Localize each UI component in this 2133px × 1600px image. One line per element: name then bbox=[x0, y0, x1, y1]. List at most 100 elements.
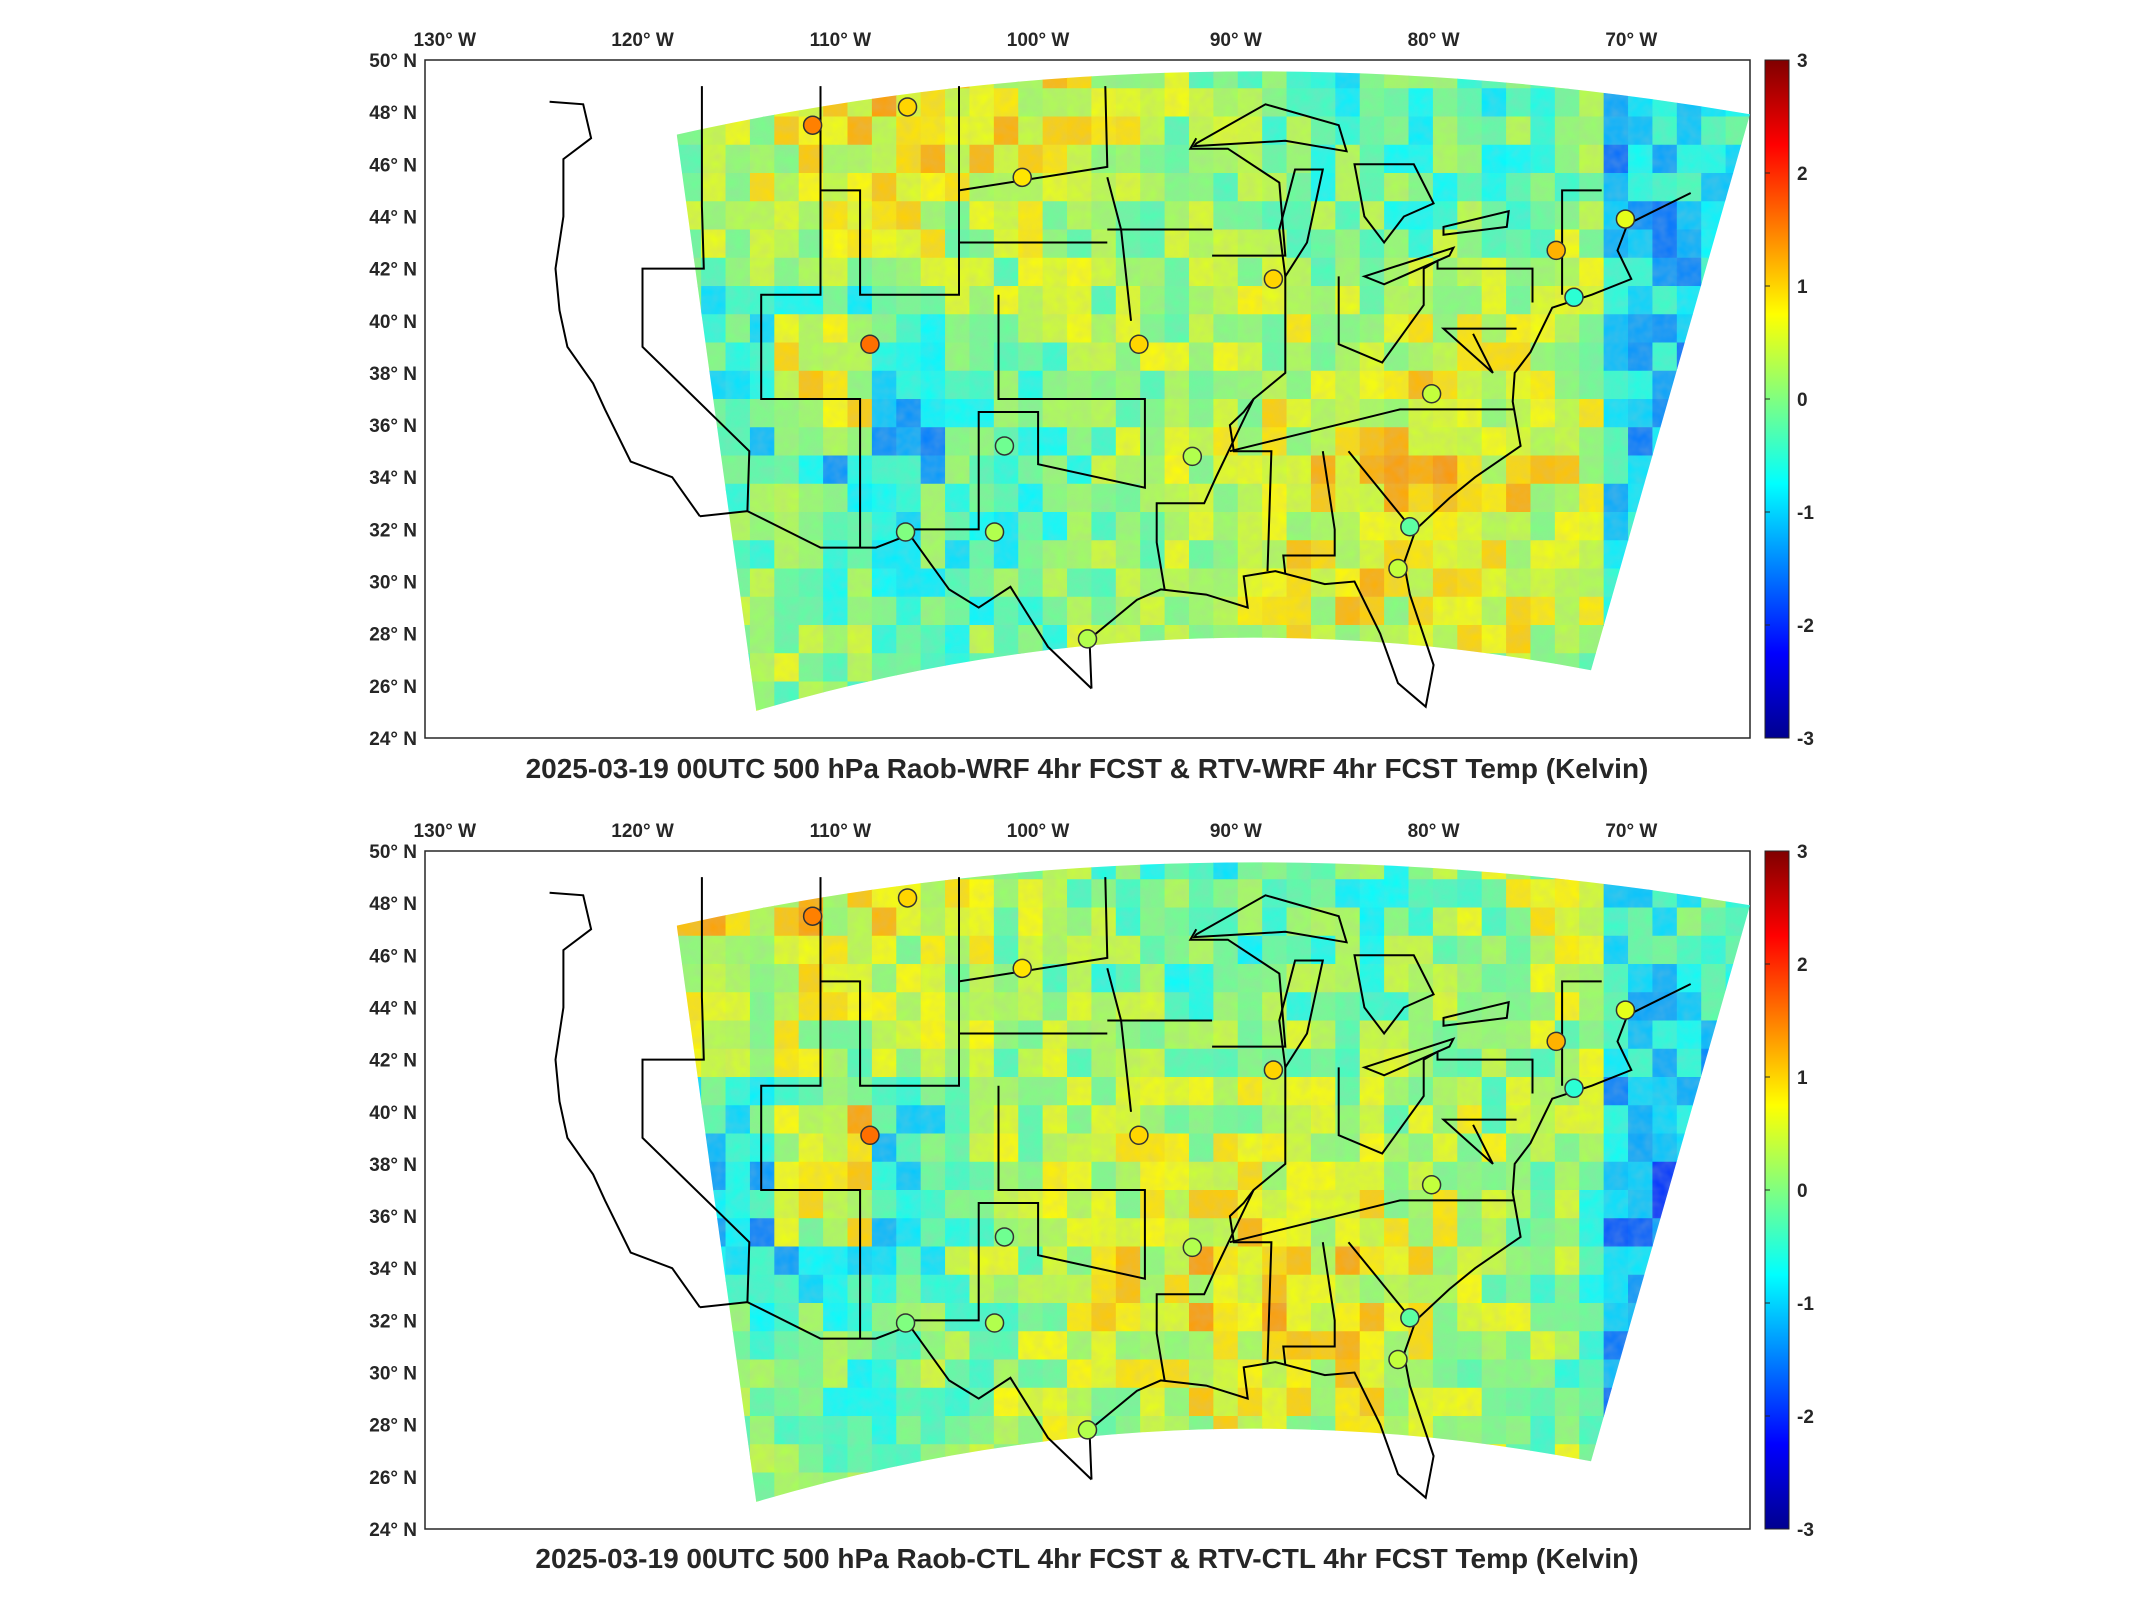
colorbar-tick-label: -3 bbox=[1797, 1520, 1814, 1541]
latitude-tick-label: 44° N bbox=[369, 998, 417, 1019]
latitude-tick-label: 34° N bbox=[369, 468, 417, 489]
latitude-tick-label: 24° N bbox=[369, 729, 417, 750]
latitude-tick-label: 30° N bbox=[369, 573, 417, 594]
raob-station bbox=[1129, 1125, 1149, 1145]
raob-station bbox=[1421, 1175, 1442, 1195]
latitude-tick-label: 46° N bbox=[369, 946, 417, 967]
boundary-line bbox=[1440, 327, 1517, 374]
boundary-line bbox=[699, 510, 1093, 690]
latitude-tick-label: 30° N bbox=[369, 1364, 417, 1385]
latitude-tick-label: 34° N bbox=[369, 1259, 417, 1280]
boundary-line bbox=[1440, 1118, 1517, 1165]
raob-station bbox=[1388, 558, 1408, 579]
longitude-tick-label: 120° W bbox=[611, 821, 674, 842]
longitude-tick-label: 90° W bbox=[1210, 821, 1262, 842]
colorbar-tick-label: 3 bbox=[1797, 842, 1808, 863]
latitude-tick-label: 28° N bbox=[369, 625, 417, 646]
latitude-tick-label: 40° N bbox=[369, 312, 417, 333]
longitude-labels-top: 130° W 120° W 110° W 100° W 90° W 80° W 70° W bbox=[414, 30, 1658, 51]
colorbar-tick-label: 2 bbox=[1797, 955, 1808, 976]
map-panel-top: 130° W 120° W 110° W 100° W 90° W 80° W 70° W … bbox=[369, 30, 1814, 784]
longitude-tick-label: 100° W bbox=[1007, 30, 1070, 51]
boundary-line bbox=[1561, 980, 1602, 1086]
latitude-tick-label: 50° N bbox=[369, 842, 417, 863]
raob-station bbox=[1263, 269, 1284, 289]
latitude-tick-label: 50° N bbox=[369, 51, 417, 72]
raob-station bbox=[1421, 384, 1442, 404]
colorbar-tick-label: -1 bbox=[1797, 1294, 1814, 1315]
raob-station bbox=[1400, 517, 1420, 537]
raob-station bbox=[1546, 1031, 1566, 1052]
boundary-line bbox=[699, 1301, 1093, 1481]
boundary-line bbox=[549, 891, 701, 1308]
colorbar-tick-label: -2 bbox=[1797, 616, 1814, 637]
raob-station-markers bbox=[802, 888, 1636, 1440]
boundary-line bbox=[549, 100, 701, 517]
colorbar-tick-label: 1 bbox=[1797, 1068, 1808, 1089]
raob-station bbox=[895, 522, 916, 542]
raob-station bbox=[1564, 287, 1584, 308]
raob-station bbox=[1182, 1237, 1203, 1258]
raob-station bbox=[1129, 334, 1149, 354]
great-lake-outline bbox=[1192, 103, 1349, 153]
panel-title: 2025-03-19 00UTC 500 hPa Raob-CTL 4hr FC… bbox=[535, 1543, 1638, 1574]
colorbar-ticks: 3 2 1 0 -1 -2 -3 bbox=[1765, 842, 1814, 1541]
longitude-tick-label: 100° W bbox=[1007, 821, 1070, 842]
raob-station bbox=[984, 1313, 1005, 1333]
boundary-line bbox=[1228, 1189, 1273, 1363]
longitude-tick-label: 80° W bbox=[1408, 30, 1460, 51]
colorbar-tick-label: -1 bbox=[1797, 503, 1814, 524]
latitude-tick-label: 42° N bbox=[369, 1051, 417, 1072]
boundary-line bbox=[1229, 1199, 1515, 1244]
colorbar-tick-label: 2 bbox=[1797, 164, 1808, 185]
latitude-tick-label: 24° N bbox=[369, 1520, 417, 1541]
raob-station bbox=[1400, 1308, 1420, 1328]
raob-station bbox=[1564, 1078, 1584, 1099]
state-boundaries bbox=[549, 877, 1692, 1500]
panel-title: 2025-03-19 00UTC 500 hPa Raob-WRF 4hr FC… bbox=[526, 753, 1649, 784]
boundary-line bbox=[760, 86, 862, 548]
raob-station bbox=[897, 888, 918, 908]
boundary-line bbox=[909, 1085, 1146, 1322]
boundary-line bbox=[1347, 450, 1407, 523]
great-lake-outline bbox=[1442, 209, 1510, 236]
raob-station bbox=[1077, 629, 1098, 649]
raob-station bbox=[994, 1227, 1015, 1247]
great-lake-outline bbox=[1353, 954, 1435, 1036]
latitude-tick-label: 48° N bbox=[369, 103, 417, 124]
great-lake-outline bbox=[1192, 894, 1349, 944]
longitude-tick-label: 120° W bbox=[611, 30, 674, 51]
raob-station bbox=[1615, 209, 1636, 229]
latitude-tick-label: 42° N bbox=[369, 260, 417, 281]
latitude-tick-label: 40° N bbox=[369, 1103, 417, 1124]
great-lake-outline bbox=[1278, 959, 1325, 1071]
boundary-line bbox=[1561, 189, 1602, 295]
longitude-tick-label: 110° W bbox=[810, 821, 872, 842]
boundary-line bbox=[958, 877, 1109, 983]
raob-station bbox=[1263, 1060, 1284, 1080]
boundary-line bbox=[958, 190, 1108, 244]
boundary-line bbox=[1188, 928, 1287, 1048]
colorbar-tick-label: 0 bbox=[1797, 390, 1808, 411]
raob-station bbox=[1077, 1420, 1098, 1440]
longitude-tick-label: 70° W bbox=[1605, 30, 1657, 51]
latitude-tick-label: 46° N bbox=[369, 155, 417, 176]
latitude-tick-label: 32° N bbox=[369, 520, 417, 541]
boundary-line bbox=[1228, 398, 1273, 572]
raob-station bbox=[1182, 446, 1203, 467]
colorbar-ticks: 3 2 1 0 -1 -2 -3 bbox=[1765, 51, 1814, 750]
longitude-tick-label: 130° W bbox=[414, 821, 477, 842]
boundary-line bbox=[1229, 408, 1515, 453]
longitude-tick-label: 130° W bbox=[414, 30, 477, 51]
boundary-line bbox=[958, 981, 1108, 1035]
raob-station bbox=[1012, 958, 1032, 979]
boundary-line bbox=[1337, 259, 1534, 364]
boundary-line bbox=[1155, 1067, 1287, 1381]
raob-station bbox=[895, 1313, 916, 1333]
latitude-tick-label: 26° N bbox=[369, 677, 417, 698]
boundary-line bbox=[958, 86, 1109, 192]
latitude-labels-top: 50° N 48° N 46° N 44° N 42° N 40° N 38° N 36° N… bbox=[369, 51, 417, 750]
boundary-line bbox=[641, 877, 751, 1303]
raob-station bbox=[860, 1125, 880, 1145]
